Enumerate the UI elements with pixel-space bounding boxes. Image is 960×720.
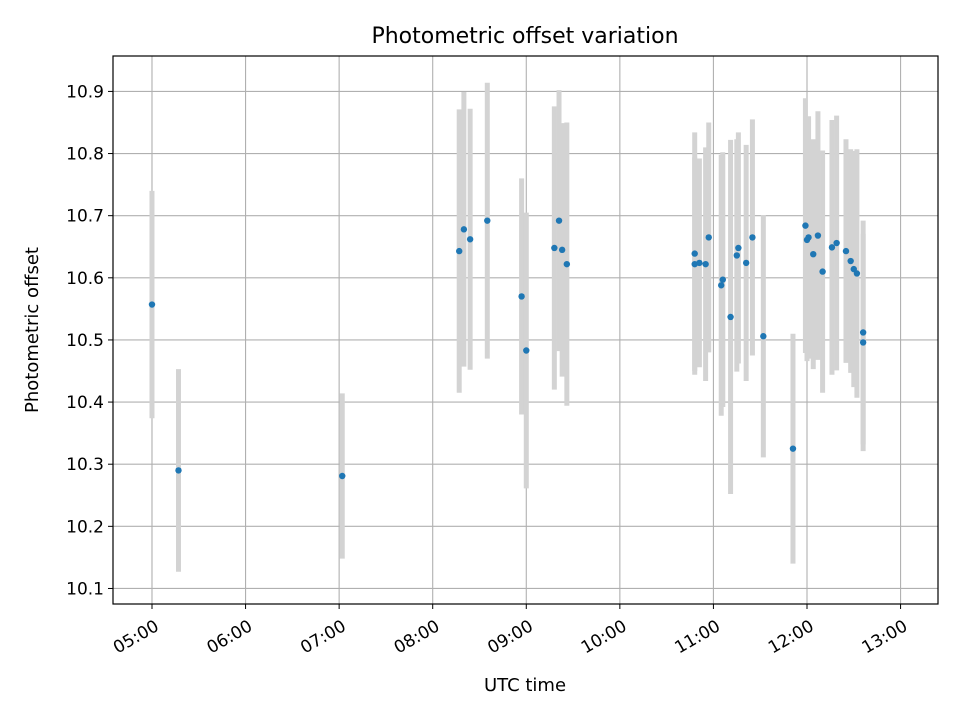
y-tick-label: 10.8 xyxy=(66,145,104,165)
data-point xyxy=(847,257,854,265)
data-point xyxy=(456,247,463,255)
data-point xyxy=(789,445,797,452)
data-point xyxy=(719,276,726,283)
data-point xyxy=(853,270,861,277)
data-point xyxy=(555,217,563,224)
data-point xyxy=(691,250,698,257)
y-tick-label: 10.9 xyxy=(66,82,104,102)
data-points xyxy=(148,217,867,480)
chart-title: Photometric offset variation xyxy=(371,24,678,49)
data-point xyxy=(175,467,182,474)
data-point xyxy=(742,259,750,267)
data-point xyxy=(727,313,734,321)
data-point xyxy=(696,259,703,267)
y-tick-label: 10.6 xyxy=(66,269,104,289)
y-tick-label: 10.1 xyxy=(66,579,104,599)
y-tick-label: 10.4 xyxy=(66,393,104,413)
data-point xyxy=(563,260,571,268)
data-point xyxy=(339,472,346,480)
data-point xyxy=(814,232,822,239)
y-axis: 10.1 10.2 10.3 10.4 10.5 10.6 10.7 10.8 10.9 xyxy=(66,82,113,599)
data-point xyxy=(833,239,840,247)
y-tick-label: 10.5 xyxy=(66,331,104,351)
y-axis-label: Photometric offset xyxy=(22,247,43,413)
data-point xyxy=(705,234,712,241)
x-axis-label: UTC time xyxy=(484,675,566,696)
data-point xyxy=(859,329,867,336)
data-point xyxy=(518,293,525,300)
data-point xyxy=(551,244,558,252)
y-tick-label: 10.3 xyxy=(66,455,104,475)
data-point xyxy=(805,234,812,241)
data-point xyxy=(828,244,836,251)
data-point xyxy=(484,217,491,224)
data-point xyxy=(460,226,468,233)
data-point xyxy=(842,247,850,255)
data-point xyxy=(733,252,741,259)
data-point xyxy=(148,301,156,308)
data-point xyxy=(718,282,725,289)
data-point xyxy=(749,234,756,241)
y-tick-label: 10.7 xyxy=(66,207,104,227)
data-point xyxy=(558,246,566,254)
data-point xyxy=(702,260,709,268)
data-point xyxy=(819,268,826,275)
data-point xyxy=(466,236,474,243)
data-point xyxy=(735,244,742,252)
data-point xyxy=(810,250,817,258)
data-point xyxy=(859,339,867,346)
plot-area-frame xyxy=(112,55,939,605)
data-point xyxy=(523,347,530,354)
y-tick-label: 10.2 xyxy=(66,517,104,537)
data-point xyxy=(802,222,809,229)
data-point xyxy=(760,333,767,340)
